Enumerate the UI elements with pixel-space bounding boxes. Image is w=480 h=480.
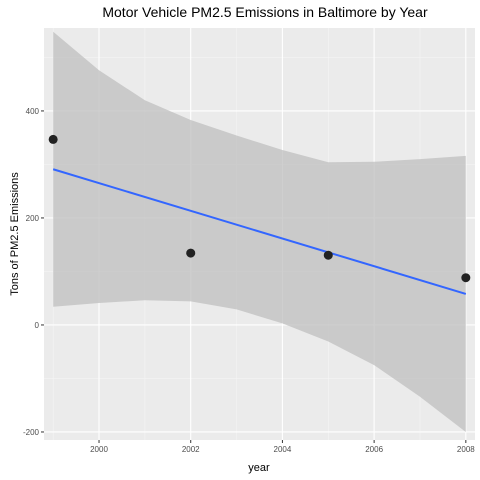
y-tick-label: 200 xyxy=(26,214,40,223)
x-axis-title: year xyxy=(248,462,270,474)
data-points xyxy=(48,134,471,283)
chart-title: Motor Vehicle PM2.5 Emissions in Baltimo… xyxy=(102,4,428,20)
data-point xyxy=(461,273,471,283)
x-tick-label: 2000 xyxy=(90,445,108,454)
data-point xyxy=(186,248,196,258)
x-tick-label: 2004 xyxy=(274,445,292,454)
y-axis: -200 0 200 400 xyxy=(23,107,44,437)
y-tick-label: 0 xyxy=(35,321,40,330)
y-tick-label: -200 xyxy=(23,428,40,437)
x-tick-label: 2002 xyxy=(182,445,200,454)
data-point xyxy=(48,134,58,144)
x-tick-label: 2006 xyxy=(365,445,383,454)
fit-line-layer xyxy=(52,168,467,295)
regression-line xyxy=(52,168,467,295)
x-tick-label: 2008 xyxy=(457,445,475,454)
y-axis-title: Tons of PM2.5 Emissions xyxy=(9,172,21,296)
data-point xyxy=(323,250,333,260)
x-axis: 2000 2002 2004 2006 2008 xyxy=(90,440,475,454)
y-tick-label: 400 xyxy=(26,107,40,116)
